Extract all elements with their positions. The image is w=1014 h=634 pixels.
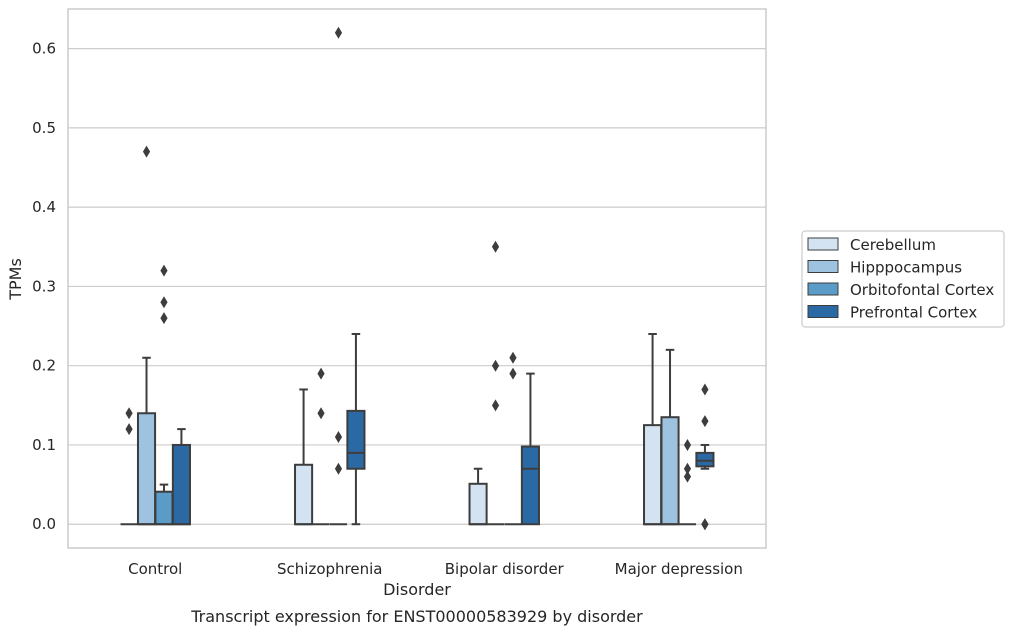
box-0-3 [643,332,663,526]
box-2-1 [329,26,348,526]
x-axis-label: Disorder [383,580,451,599]
legend-label: Orbitofontal Cortex [850,281,994,299]
x-tick-label: Bipolar disorder [445,560,565,578]
legend-swatch [807,237,839,251]
outlier-point [334,26,343,39]
y-axis-ticks: 0.0 0.1 0.2 0.3 0.4 0.5 0.6 [32,40,56,534]
box-3-0 [171,428,191,526]
box-2-2 [504,351,522,526]
outlier-point [160,296,168,309]
outlier-point [142,145,151,158]
outlier-point [701,415,709,428]
outlier-point [683,462,692,475]
outlier-point [317,407,325,420]
outlier-point [160,312,168,325]
outlier-point [701,383,709,396]
y-axis-label: TPMs [6,258,25,301]
box-body [660,416,680,526]
outlier-point [683,438,692,451]
outlier-point [125,423,133,436]
box-body [346,409,366,470]
y-tick-label: 0.1 [32,436,56,454]
outlier-point [701,518,709,531]
legend-swatch [807,282,839,296]
box-0-0 [120,407,138,526]
box-0-2 [468,467,488,526]
box-2-3 [678,438,697,526]
legend-swatch [807,260,839,273]
legend-label: Prefrontal Cortex [850,304,977,322]
outlier-point [334,431,343,444]
box-3-1 [346,332,366,526]
outlier-point [509,351,517,364]
outlier-point [334,462,343,475]
outlier-point [491,399,500,412]
plot-area [120,26,715,531]
outlier-point [317,367,325,380]
legend-frame [801,230,1005,328]
box-body [171,443,191,526]
x-tick-label: Schizophrenia [277,560,382,578]
x-tick-label: Control [128,560,182,578]
box-0-1 [294,388,314,526]
box-1-2 [486,240,505,526]
legend-label: Hipppocampus [850,259,962,277]
figure-caption: Transcript expression for ENST0000058392… [190,607,643,626]
y-tick-label: 0.4 [32,198,56,216]
outlier-point [683,470,692,483]
box-body [154,490,174,526]
outlier-point [509,367,517,380]
y-tick-label: 0.3 [32,277,56,295]
box-body [695,451,715,468]
box-body [643,424,663,526]
x-axis-ticks: Control Schizophrenia Bipolar disorder Majo… [128,560,743,578]
x-tick-label: Major depression [615,560,743,578]
y-tick-label: 0.0 [32,515,56,533]
box-1-0 [136,145,157,526]
plot-frame [67,8,767,549]
y-tick-label: 0.5 [32,119,56,137]
outlier-point [491,240,500,253]
outlier-point [125,407,133,420]
legend-label: Cerebellum [850,236,936,254]
y-tick-label: 0.2 [32,357,56,375]
box-3-2 [520,372,540,526]
box-2-0 [154,264,174,526]
y-tick-label: 0.6 [32,40,56,58]
legend-swatch [807,305,839,318]
box-1-1 [312,367,330,526]
outlier-point [491,359,500,372]
box-3-3 [695,383,715,531]
box-body [294,463,314,526]
box-body [468,482,488,526]
box-1-3 [660,348,680,526]
box-body [136,412,157,526]
legend: Cerebellum Hipppocampus Orbitofontal Corte… [801,230,1005,328]
outlier-point [160,264,168,277]
box-body [520,445,540,526]
